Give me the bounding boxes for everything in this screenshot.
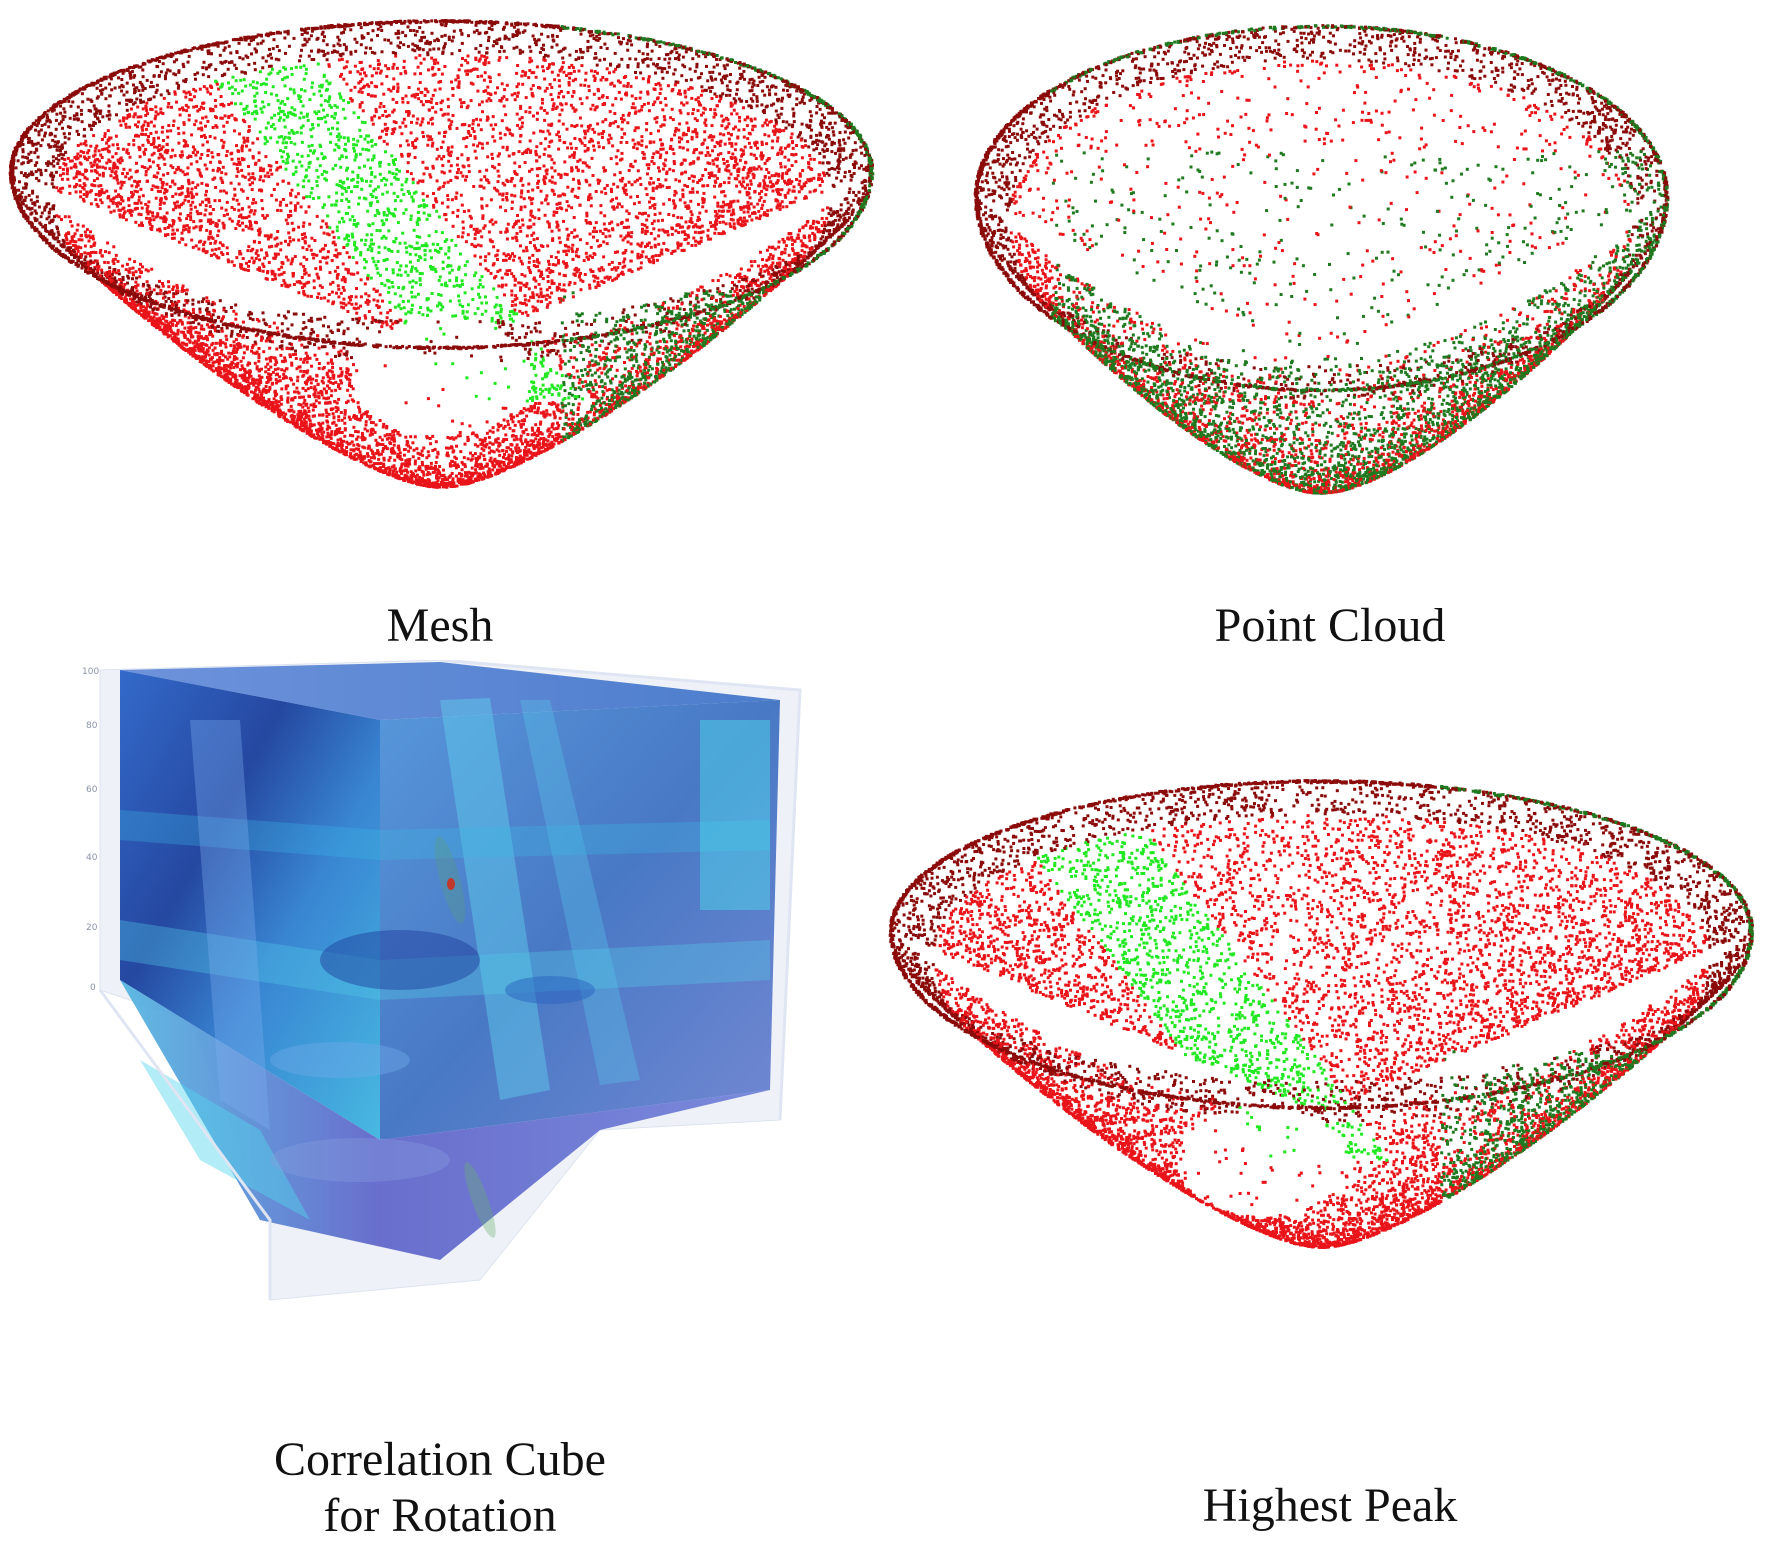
- highest-peak-marker: [447, 878, 455, 890]
- cube-y-tick-60: 60: [86, 785, 98, 795]
- correlation-cube-caption: Correlation Cube for Rotation: [200, 1432, 680, 1544]
- correlation-cube: 100 80 60 40 20 0: [82, 660, 802, 1301]
- correlation-cube-caption-line2: for Rotation: [200, 1488, 680, 1544]
- mesh-bowl-point-cloud: [8, 19, 875, 489]
- cube-y-tick-20: 20: [86, 923, 98, 933]
- cube-y-tick-100: 100: [82, 667, 99, 677]
- cube-y-tick-80: 80: [86, 721, 98, 731]
- cube-y-tick-40: 40: [86, 853, 98, 863]
- svg-peak-points: [888, 779, 1754, 1249]
- svg-mesh-points: [8, 19, 875, 489]
- cube-y-tick-0: 0: [90, 983, 96, 993]
- mesh-caption: Mesh: [230, 598, 650, 654]
- highest-peak-bowl: [888, 779, 1754, 1249]
- mesh-panel: [0, 10, 880, 550]
- point-cloud-caption: Point Cloud: [1120, 598, 1540, 654]
- correlation-cube-panel: 100 80 60 40 20 0: [80, 660, 820, 1380]
- point-cloud-panel: [970, 20, 1690, 550]
- highest-peak-panel: [880, 770, 1770, 1350]
- point-cloud-bowl: [973, 24, 1670, 495]
- correlation-cube-caption-line1: Correlation Cube: [200, 1432, 680, 1488]
- highest-peak-caption: Highest Peak: [1120, 1478, 1540, 1534]
- svg-pc-points: [973, 24, 1670, 495]
